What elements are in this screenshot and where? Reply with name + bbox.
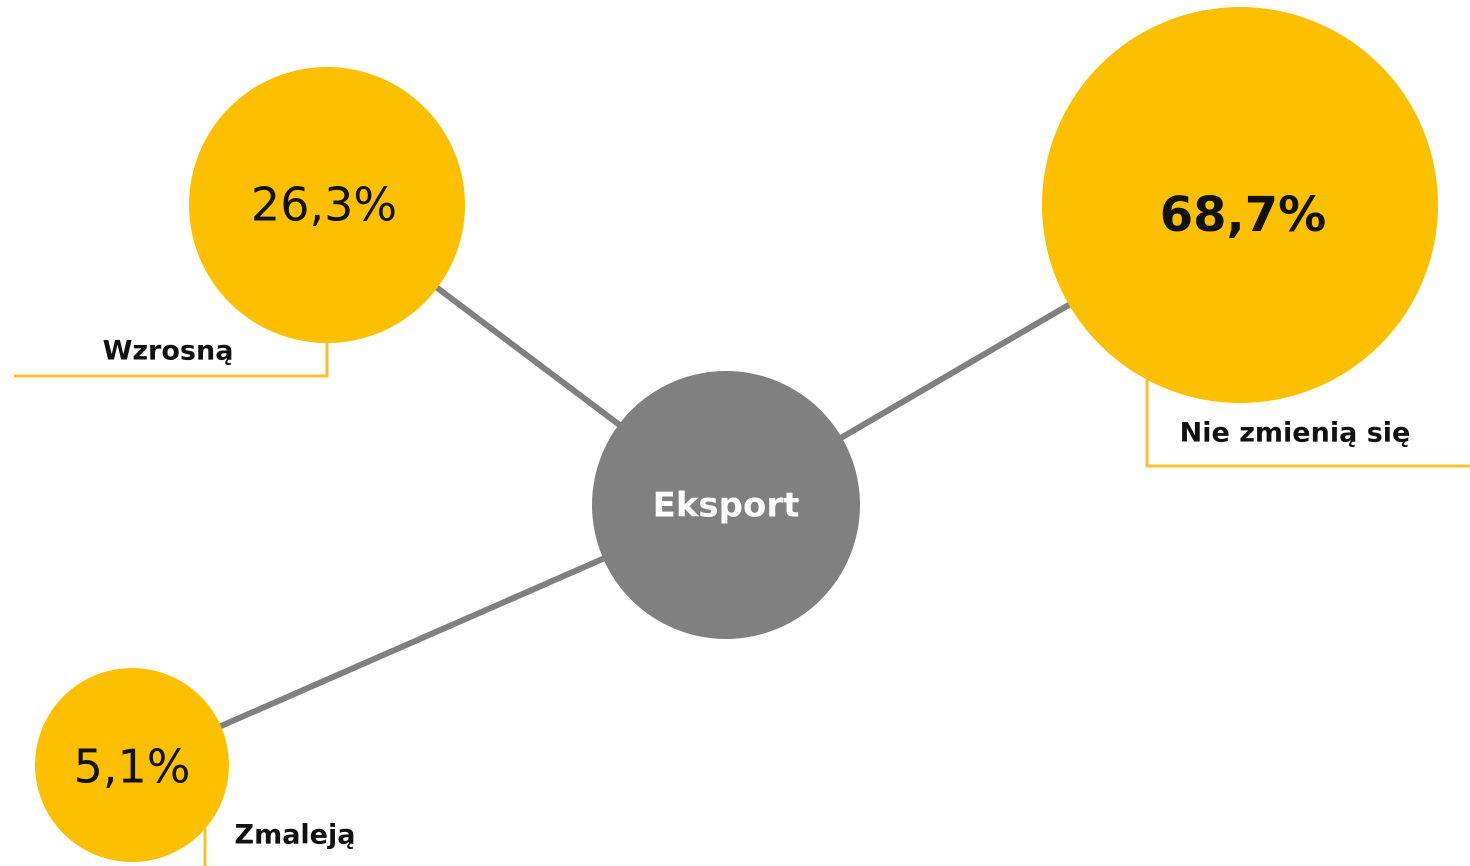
center-circle (592, 371, 860, 639)
node-label: Wzrosną (103, 336, 234, 367)
callout-line (14, 340, 329, 378)
node-value: 68,7% (1160, 187, 1327, 243)
node-label: Nie zmienią się (1180, 418, 1411, 449)
node-circle (35, 668, 229, 862)
node-circle (1042, 7, 1438, 403)
node-label: Zmaleją (235, 820, 356, 851)
node-value: 26,3% (251, 178, 397, 232)
center-label: Eksport (653, 486, 800, 526)
node-value: 5,1% (74, 740, 191, 794)
node-circle (189, 67, 465, 343)
callout-line (1145, 380, 1470, 468)
